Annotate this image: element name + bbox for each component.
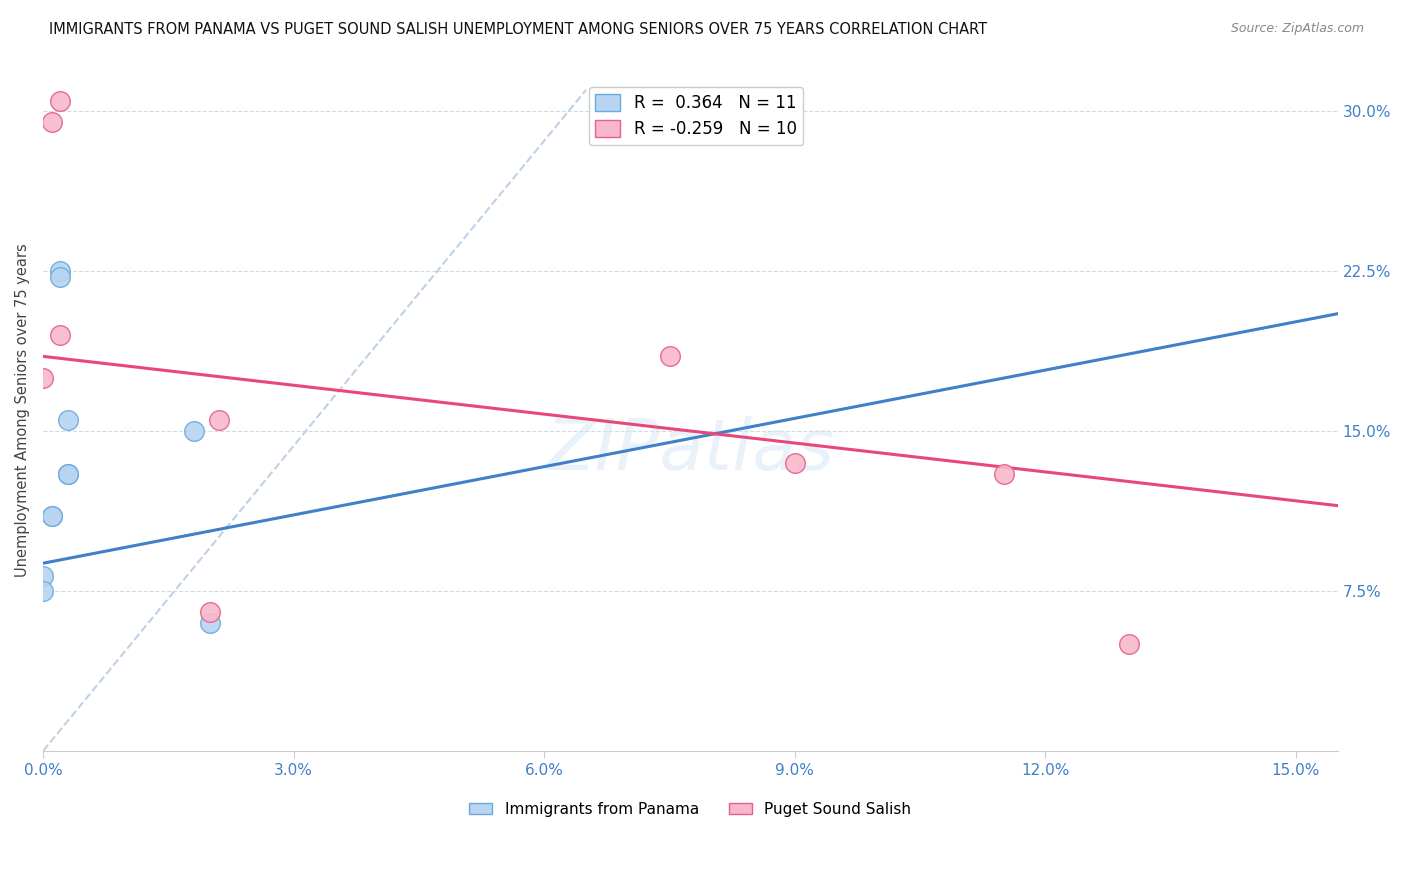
Point [58, 467, 80, 481]
Point [49, 328, 72, 343]
Point [1118, 637, 1140, 651]
Point [41, 509, 63, 524]
Point [783, 456, 806, 470]
Point [32, 569, 55, 583]
Text: Source: ZipAtlas.com: Source: ZipAtlas.com [1230, 22, 1364, 36]
Point [183, 424, 205, 438]
Point [658, 350, 681, 364]
Point [41, 509, 63, 524]
Point [200, 605, 222, 619]
Point [993, 467, 1015, 481]
Text: ZIPatlas: ZIPatlas [546, 417, 835, 485]
Point [58, 413, 80, 427]
Point [207, 413, 229, 427]
Point [49, 94, 72, 108]
Text: IMMIGRANTS FROM PANAMA VS PUGET SOUND SALISH UNEMPLOYMENT AMONG SENIORS OVER 75 : IMMIGRANTS FROM PANAMA VS PUGET SOUND SA… [49, 22, 987, 37]
Point [41, 115, 63, 129]
Point [58, 467, 80, 481]
Point [200, 615, 222, 630]
Legend: Immigrants from Panama, Puget Sound Salish: Immigrants from Panama, Puget Sound Sali… [463, 796, 918, 823]
Point [49, 264, 72, 278]
Point [32, 583, 55, 598]
Point [32, 370, 55, 384]
Point [49, 270, 72, 285]
Y-axis label: Unemployment Among Seniors over 75 years: Unemployment Among Seniors over 75 years [15, 243, 30, 576]
